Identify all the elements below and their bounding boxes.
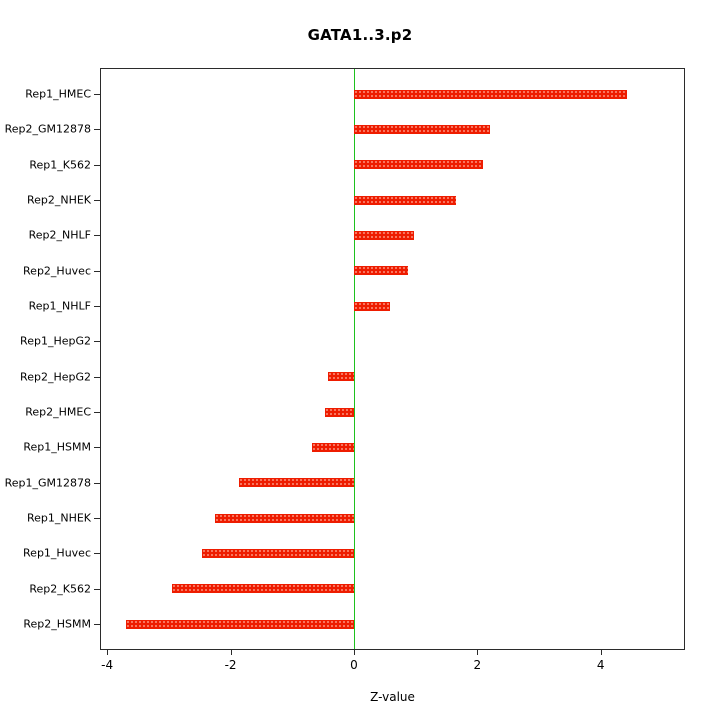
x-tick-label: 0 [350,658,358,672]
y-tick [94,270,100,272]
bar [125,619,354,629]
y-tick [94,164,100,166]
y-tick-label: Rep1_HepG2 [20,334,91,348]
x-tick-label: -4 [101,658,114,672]
y-tick-label: Rep2_NHLF [28,228,91,242]
y-tick-label: Rep1_Huvec [23,546,91,560]
y-tick-label: Rep2_HMEC [25,405,91,419]
x-tick [600,649,602,655]
bar [353,195,456,205]
y-tick [94,412,100,413]
y-tick [94,553,100,555]
bar [328,372,354,382]
y-tick-label: Rep1_HSMM [23,440,91,454]
y-tick [94,447,100,449]
x-tick [107,649,109,655]
bar [311,442,354,452]
x-axis-label: Z-value [370,690,415,704]
chart-title: GATA1..3.p2 [307,26,413,44]
bar [353,301,390,311]
plot-area: Rep1_HMEC Rep2_GM12878 Rep1_K562 Rep2_NHEK R… [5,68,685,672]
y-tick [94,376,100,378]
y-tick-label: Rep2_GM12878 [4,122,91,136]
y-tick-label: Rep2_NHEK [26,193,91,207]
y-tick [94,588,100,590]
bar [353,266,408,276]
y-tick [94,482,100,484]
y-tick-label: Rep2_HSMM [23,617,91,631]
y-tick [94,235,100,237]
x-tick [477,649,479,655]
y-tick-label: Rep1_K562 [29,158,91,172]
y-tick [94,94,100,95]
bar [353,89,627,99]
y-tick [94,341,100,343]
bar [353,160,484,170]
y-tick-label: Rep1_GM12878 [4,476,91,490]
bar [353,124,490,134]
bar [238,478,354,488]
x-tick-label: 2 [473,658,482,672]
bar [171,584,354,594]
bar [353,230,414,240]
y-tick [94,129,100,131]
x-tick-label: -2 [224,658,237,672]
zero-line [353,69,355,649]
x-tick-label: 4 [596,658,605,672]
bar [324,407,354,417]
y-tick [94,624,100,625]
y-tick [94,306,100,307]
bar [214,513,354,523]
y-tick-label: Rep1_NHLF [28,299,91,313]
y-tick-label: Rep2_HepG2 [20,370,91,384]
y-tick-label: Rep2_Huvec [23,264,91,278]
y-tick [94,200,100,201]
x-tick [230,649,232,655]
y-tick [94,518,100,519]
bar [201,548,354,558]
y-tick-label: Rep2_K562 [29,582,91,596]
y-tick-label: Rep1_NHEK [26,511,91,525]
x-tick [353,649,355,655]
y-tick-label: Rep1_HMEC [25,87,91,101]
